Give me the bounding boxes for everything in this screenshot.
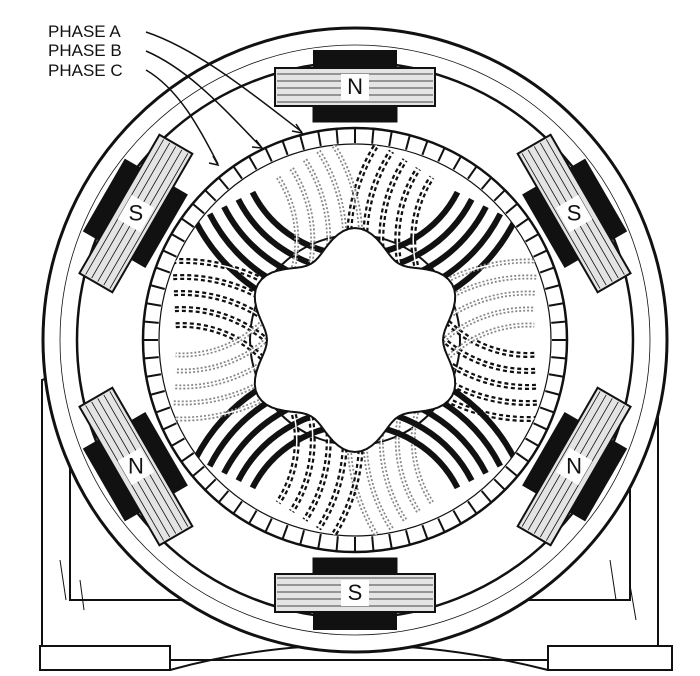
slot-tooth bbox=[335, 536, 339, 551]
slot-tooth bbox=[218, 177, 230, 190]
slot-tooth bbox=[181, 452, 195, 462]
slot-tooth bbox=[218, 490, 230, 503]
slot-tooth bbox=[545, 390, 560, 396]
slot-tooth bbox=[515, 218, 529, 228]
slot-tooth bbox=[147, 373, 162, 378]
pole-lower-left: N bbox=[78, 386, 194, 547]
phase-labels: PHASE A PHASE B PHASE C bbox=[48, 22, 123, 80]
phase-c-leader bbox=[145, 69, 219, 165]
slot-tooth bbox=[317, 132, 322, 147]
slot-tooth bbox=[539, 266, 554, 274]
slot-tooth bbox=[515, 452, 529, 462]
center-bore bbox=[253, 226, 457, 454]
slot-tooth bbox=[281, 141, 289, 156]
pole-lower-right-letter: N bbox=[566, 454, 582, 479]
slot-tooth bbox=[405, 530, 411, 545]
slot-tooth bbox=[335, 129, 339, 144]
phase-b-leader bbox=[145, 50, 263, 149]
slot-tooth bbox=[452, 510, 462, 524]
slot-tooth bbox=[248, 156, 258, 170]
phase-b-label: PHASE B bbox=[48, 41, 122, 60]
pole-upper-left-letter: S bbox=[129, 201, 144, 226]
slot-tooth bbox=[493, 478, 505, 490]
pole-top-letter: N bbox=[347, 74, 363, 99]
phase-a-label: PHASE A bbox=[48, 22, 121, 41]
slot-tooth bbox=[144, 356, 159, 360]
pole-bottom-letter: S bbox=[348, 580, 363, 605]
pole-lower-left-letter: N bbox=[128, 454, 144, 479]
slot-tooth bbox=[545, 284, 560, 290]
slot-tooth bbox=[551, 356, 566, 360]
slot-tooth bbox=[493, 190, 505, 202]
slot-tooth bbox=[192, 465, 205, 477]
pole-bottom: S bbox=[274, 557, 436, 630]
slot-tooth bbox=[437, 518, 446, 532]
slot-tooth bbox=[525, 437, 539, 447]
armature-slots bbox=[144, 129, 566, 551]
phase-a-leader bbox=[145, 31, 303, 133]
slot-tooth bbox=[264, 148, 273, 162]
slot-tooth bbox=[233, 166, 243, 180]
slot-tooth bbox=[299, 530, 305, 545]
slot-tooth bbox=[147, 302, 162, 307]
slot-tooth bbox=[551, 320, 566, 324]
slot-tooth bbox=[437, 148, 446, 162]
slot-tooth bbox=[181, 218, 195, 228]
slot-tooth bbox=[171, 437, 185, 447]
slot-tooth bbox=[150, 390, 165, 396]
slot-tooth bbox=[467, 166, 477, 180]
slot-tooth bbox=[281, 524, 289, 539]
slot-tooth bbox=[163, 422, 177, 431]
pole-upper-left: S bbox=[78, 133, 194, 294]
slot-tooth bbox=[299, 135, 305, 150]
slot-tooth bbox=[317, 533, 322, 548]
slot-tooth bbox=[233, 500, 243, 514]
slot-tooth bbox=[371, 129, 375, 144]
slot-tooth bbox=[156, 406, 171, 414]
slot-tooth bbox=[480, 177, 492, 190]
slot-tooth bbox=[405, 135, 411, 150]
pole-upper-right: S bbox=[516, 133, 632, 294]
armature-windings bbox=[172, 140, 538, 540]
slot-tooth bbox=[205, 190, 217, 202]
phase-c-label: PHASE C bbox=[48, 61, 123, 80]
slot-tooth bbox=[452, 156, 462, 170]
slot-tooth bbox=[505, 203, 518, 215]
slot-tooth bbox=[264, 518, 273, 532]
slot-tooth bbox=[533, 249, 547, 258]
slot-tooth bbox=[480, 490, 492, 503]
pole-top: N bbox=[274, 50, 436, 123]
slot-tooth bbox=[150, 284, 165, 290]
slot-tooth bbox=[163, 249, 177, 258]
slot-tooth bbox=[539, 406, 554, 414]
slot-tooth bbox=[533, 422, 547, 431]
slot-tooth bbox=[421, 524, 429, 539]
slot-tooth bbox=[421, 141, 429, 156]
field-poles: N S N S N S bbox=[78, 50, 632, 630]
slot-tooth bbox=[388, 533, 393, 548]
slot-tooth bbox=[548, 302, 563, 307]
slot-tooth bbox=[467, 500, 477, 514]
slot-tooth bbox=[248, 510, 258, 524]
leader-lines bbox=[145, 31, 304, 167]
slot-tooth bbox=[388, 132, 393, 147]
slot-tooth bbox=[156, 266, 171, 274]
slot-tooth bbox=[171, 233, 185, 243]
pole-lower-right: N bbox=[516, 386, 632, 547]
slot-tooth bbox=[371, 536, 375, 551]
slot-tooth bbox=[205, 478, 217, 490]
slot-tooth bbox=[192, 203, 205, 215]
slot-tooth bbox=[525, 233, 539, 243]
slot-tooth bbox=[548, 373, 563, 378]
slot-tooth bbox=[144, 320, 159, 324]
slot-tooth bbox=[505, 465, 518, 477]
pole-upper-right-letter: S bbox=[567, 201, 582, 226]
